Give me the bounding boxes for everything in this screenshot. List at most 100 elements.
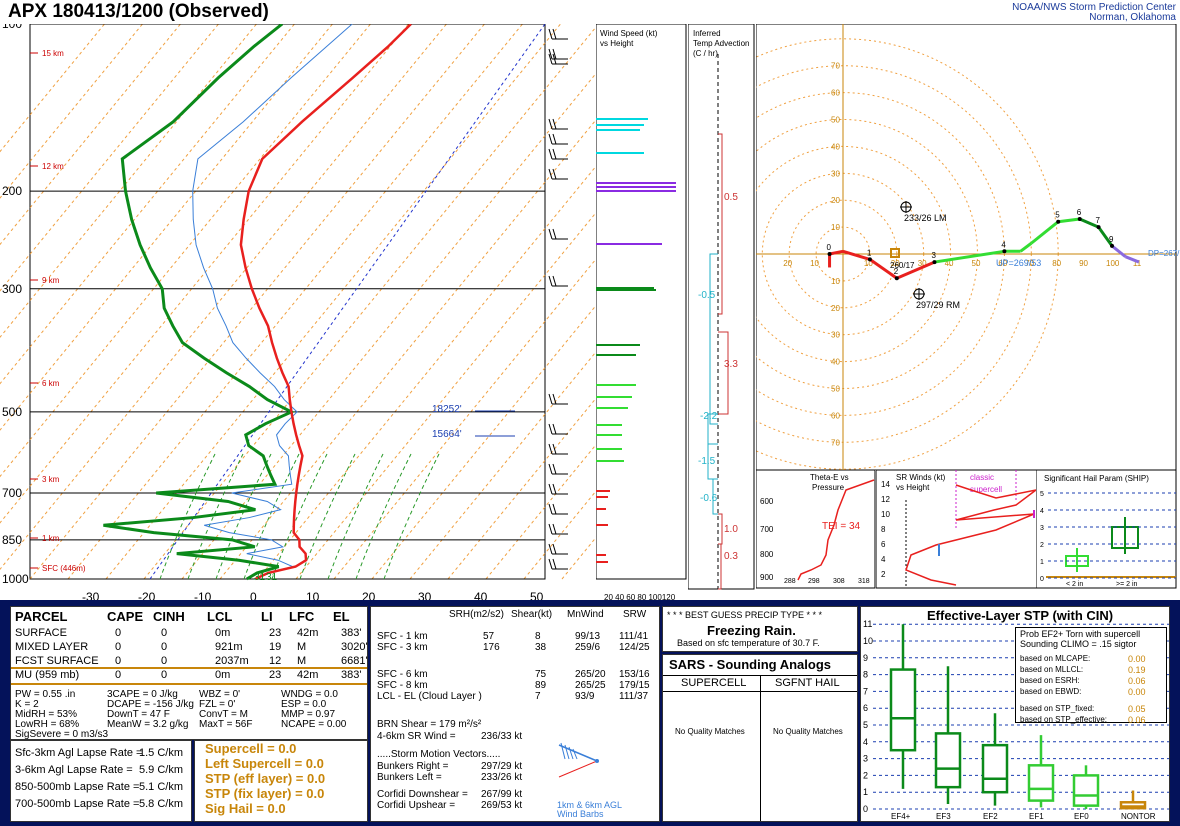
hodograph-segment — [934, 249, 1005, 264]
motion-value: 267/99 kt — [481, 789, 523, 800]
parcel-cell: 0 — [161, 655, 168, 667]
parcel-cell: 2037m — [215, 655, 249, 667]
stp-category: EF1 — [1029, 812, 1044, 821]
temp-adv-title1: Inferred — [693, 29, 721, 38]
sfc-dew-label: 31 — [266, 572, 278, 583]
adv-val-7: 1.0 — [724, 524, 738, 535]
stp-box: Effective-Layer STP (with CIN) 11 10 9 8 7 6 5… — [860, 606, 1170, 822]
stp-prob-label: based on STP_effective: — [1020, 715, 1108, 724]
parcel-cell: 0m — [215, 669, 231, 681]
sr-wind-46: 4-6km SR Wind = — [377, 731, 456, 742]
precip-basis: Based on sfc temperature of 30.7 F. — [677, 638, 820, 648]
parcel-cell: 0 — [115, 655, 122, 667]
wind-speed-bar — [596, 424, 622, 426]
kin-cell: 179/15 — [619, 680, 650, 691]
sr-y-tick: 6 — [881, 540, 886, 549]
kin-cell: 38 — [535, 642, 547, 653]
ring-label: 70 — [831, 62, 840, 71]
temp-tick: 0 — [250, 590, 257, 604]
x-label: 50 — [972, 259, 981, 268]
lapse-box: Sfc-3km Agl Lapse Rate = 1.5 C/km 3-6km Ag… — [10, 740, 192, 822]
storm-motion-markers — [900, 201, 925, 300]
lapse-value: 1.5 C/km — [139, 747, 184, 759]
wind-speed-bar — [596, 396, 632, 398]
lapse-label: 3-6km Agl Lapse Rate = — [15, 764, 133, 776]
stp-y-tick: 8 — [863, 670, 868, 680]
parcel-row[interactable]: MIXED LAYER 0 0 921m 19 M 3020' — [11, 641, 367, 655]
parcel-row[interactable]: FCST SURFACE 0 0 2037m 12 M 6681' — [11, 655, 367, 669]
wind-speed-bar — [596, 384, 636, 386]
parcel-row[interactable]: SURFACE 0 0 0m 23 42m 383' — [11, 627, 367, 641]
wind-speed-bar — [596, 496, 608, 498]
stp-prob-box: Prob EF2+ Torn with supercell Sounding C… — [1015, 627, 1167, 725]
advection-bar-1 — [718, 133, 723, 315]
hodograph-segment — [1111, 244, 1127, 258]
brn-shear: BRN Shear = 179 m²/s² — [377, 719, 482, 730]
parcel-cell: 0 — [161, 641, 168, 653]
theta-x2: 298 — [808, 578, 820, 585]
stp-box — [889, 668, 917, 752]
wind-speed-bar — [596, 186, 676, 188]
height-label: 12 km — [42, 162, 64, 171]
motion-label: Corfidi Upshear = — [377, 800, 456, 811]
hodo-point-label: 2 — [894, 267, 899, 276]
height-label: 1 km — [42, 534, 60, 543]
stp-y-tick: 1 — [863, 787, 868, 797]
wind-speed-bars — [596, 118, 676, 563]
advection-bar-6 — [712, 478, 718, 515]
stp-category: EF2 — [983, 812, 998, 821]
parcel-header-cell: LI — [261, 609, 273, 624]
ring-label: 20 — [831, 304, 840, 313]
kin-cell: 124/25 — [619, 642, 650, 653]
barb-label-1: 1km & 6km AGL — [557, 800, 623, 810]
advection-bar-3 — [718, 331, 729, 415]
x-label: 20 — [783, 259, 792, 268]
mean-wind-marker — [890, 248, 900, 258]
x-label: 70 — [1025, 259, 1034, 268]
kin-cell: 99/13 — [575, 631, 601, 642]
wind-speed-bar — [596, 554, 606, 556]
parcel-cell: 6681' — [341, 655, 368, 667]
adv-val-1: 0.5 — [724, 192, 738, 203]
stp-y-tick: 9 — [863, 653, 868, 663]
hodo-point-label: 3 — [931, 251, 936, 260]
temp-advection-chart: Inferred Temp Advection (C / hr) 0.5 -0.… — [688, 24, 755, 590]
hodograph-segment — [869, 258, 898, 280]
pressure-label-300: 300 — [2, 282, 22, 296]
wind-speed-frame — [596, 24, 687, 580]
kin-cell: 93/9 — [575, 691, 595, 702]
stp-y-tick: 7 — [863, 686, 868, 696]
parcel-cell: 0 — [115, 627, 122, 639]
wind-speed-bar — [596, 524, 608, 526]
stp-prob-value: 0.06 — [1128, 715, 1146, 725]
parcel-row[interactable]: MU (959 mb) 0 0 0m 23 42m 383' — [11, 667, 367, 685]
parcel-cell: 3020' — [341, 641, 368, 653]
motion-label: Corfidi Downshear = — [377, 789, 468, 800]
sr-y-tick: 4 — [881, 555, 886, 564]
sr-y-tick: 8 — [881, 525, 886, 534]
index-value: MeanW = 3.2 g/kg — [107, 719, 189, 730]
parcel-header-cell: CAPE — [107, 609, 144, 624]
storm-motion-vector-icon — [558, 742, 599, 778]
lapse-label: Sfc-3km Agl Lapse Rate = — [15, 747, 143, 759]
storm-motion-title: .....Storm Motion Vectors..... — [377, 749, 501, 760]
hodograph-segment — [1124, 255, 1140, 264]
wind-speed-subtitle: vs Height — [600, 39, 634, 48]
org-name: NOAA/NWS Storm Prediction Center — [1012, 2, 1176, 13]
parcel-header-cell: LCL — [207, 609, 233, 624]
kin-cell: 153/16 — [619, 669, 650, 680]
index-value: PW = 0.55 .in — [15, 689, 76, 700]
skewt-chart: 100 200 300 500 700 850 1000 15 km 12 km 9 km 6 k… — [0, 24, 600, 604]
index-value: FZL = 0' — [199, 699, 236, 710]
stp-y-tick: 10 — [863, 636, 873, 646]
height-label: 6 km — [42, 379, 60, 388]
sr-y-ticks: 14 12 10 8 6 4 2 — [881, 480, 890, 579]
hodograph-segment — [1030, 220, 1060, 245]
composite-value: Sig Hail = 0.0 — [205, 801, 286, 816]
ship-y-tick: 4 — [1040, 508, 1044, 515]
kin-cell: 176 — [483, 642, 500, 653]
ring-label: 50 — [831, 116, 840, 125]
kinematics-box: SRH(m2/s2) Shear(kt) MnWind SRW SFC - 1 km 57… — [370, 606, 660, 822]
